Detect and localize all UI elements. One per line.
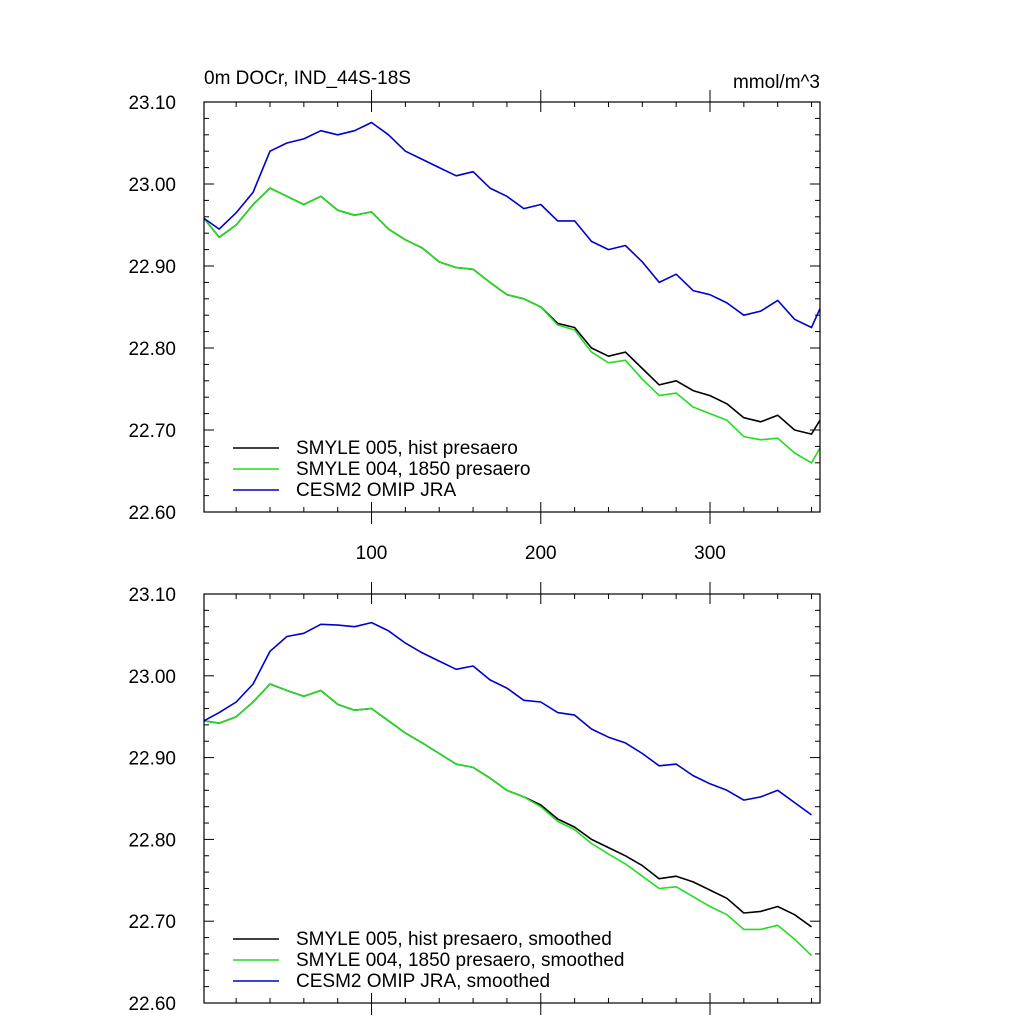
legend-label-3: CESM2 OMIP JRA, smoothed (296, 971, 550, 992)
y-tick-label: 23.00 (128, 175, 176, 196)
legend-label-1: SMYLE 005, hist presaero, smoothed (296, 929, 612, 950)
y-tick-label: 22.90 (128, 257, 176, 278)
y-tick-label: 22.60 (128, 503, 176, 524)
x-tick-label: 100 (356, 543, 388, 564)
y-tick-label: 22.60 (128, 994, 176, 1015)
plot-frame (203, 593, 821, 1004)
y-tick-label: 22.90 (128, 749, 176, 770)
x-tick-label: 300 (694, 543, 726, 564)
legend-label-1: SMYLE 005, hist presaero (296, 438, 518, 459)
legend-label-3: CESM2 OMIP JRA (296, 480, 456, 501)
series-line-2 (203, 187, 821, 464)
y-tick-label: 22.70 (128, 421, 176, 442)
y-tick-label: 22.70 (128, 912, 176, 933)
y-tick-label: 23.10 (128, 585, 176, 606)
legend-label-2: SMYLE 004, 1850 presaero, smoothed (296, 950, 624, 971)
series-line-3 (203, 621, 812, 816)
x-tick-label: 200 (525, 543, 557, 564)
y-tick-label: 22.80 (128, 830, 176, 851)
series-line-3 (203, 121, 821, 329)
y-tick-label: 23.10 (128, 93, 176, 114)
series-line-1 (203, 187, 821, 435)
units-label: mmol/m^3 (733, 72, 820, 93)
series-line-1 (203, 683, 812, 928)
plot-frame (203, 101, 821, 513)
y-tick-label: 22.80 (128, 339, 176, 360)
legend-label-2: SMYLE 004, 1850 presaero (296, 459, 531, 480)
y-tick-label: 23.00 (128, 667, 176, 688)
chart-title: 0m DOCr, IND_44S-18S (204, 68, 411, 89)
series-line-2 (203, 683, 813, 957)
